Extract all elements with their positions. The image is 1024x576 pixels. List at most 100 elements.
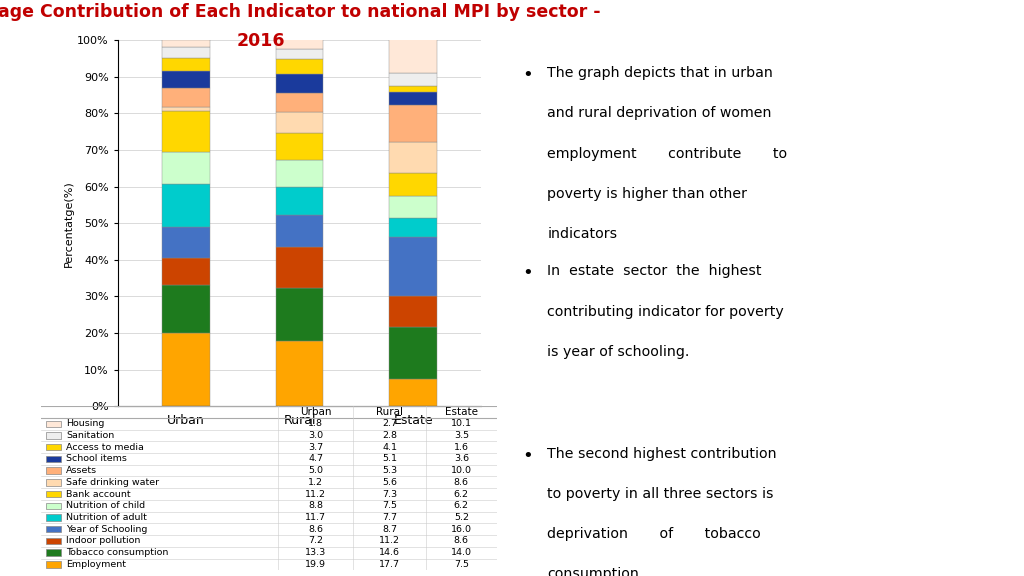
Bar <box>389 86 437 92</box>
Bar <box>275 112 324 133</box>
Bar <box>389 92 437 105</box>
Text: 6.2: 6.2 <box>454 501 469 510</box>
Text: •: • <box>522 446 532 465</box>
Text: 7.5: 7.5 <box>454 560 469 569</box>
Text: 8.8: 8.8 <box>308 501 323 510</box>
Text: 1.6: 1.6 <box>454 442 469 452</box>
Bar <box>389 296 437 327</box>
Bar <box>389 36 437 73</box>
Bar <box>45 526 61 532</box>
Text: 3.6: 3.6 <box>454 454 469 463</box>
Text: 7.7: 7.7 <box>382 513 397 522</box>
Text: 14.6: 14.6 <box>379 548 400 557</box>
Text: •: • <box>522 264 532 282</box>
Bar <box>275 160 324 187</box>
Text: to poverty in all three sectors is: to poverty in all three sectors is <box>548 487 774 501</box>
Bar <box>389 173 437 196</box>
Bar <box>45 550 61 556</box>
Bar <box>162 258 210 285</box>
Text: 2.7: 2.7 <box>382 419 397 428</box>
Text: 13.3: 13.3 <box>305 548 326 557</box>
Text: 11.2: 11.2 <box>379 536 400 545</box>
Text: is year of schooling.: is year of schooling. <box>548 345 690 359</box>
Bar <box>45 538 61 544</box>
Text: 8.6: 8.6 <box>454 536 469 545</box>
Text: Nutrition of adult: Nutrition of adult <box>66 513 146 522</box>
Text: 7.3: 7.3 <box>382 490 397 498</box>
Bar <box>275 247 324 288</box>
Bar <box>162 71 210 88</box>
Text: 5.3: 5.3 <box>382 466 397 475</box>
Bar <box>275 49 324 59</box>
Bar <box>162 285 210 334</box>
Text: Indoor pollution: Indoor pollution <box>66 536 140 545</box>
Bar <box>45 444 61 450</box>
Bar <box>45 561 61 568</box>
Text: 2.8: 2.8 <box>382 431 397 440</box>
Bar <box>45 467 61 474</box>
Text: 8.7: 8.7 <box>382 525 397 534</box>
Bar <box>275 288 324 342</box>
Bar <box>45 479 61 486</box>
Text: 17.7: 17.7 <box>379 560 400 569</box>
Bar <box>162 111 210 152</box>
Text: Urban: Urban <box>300 407 331 417</box>
Text: employment       contribute       to: employment contribute to <box>548 147 787 161</box>
Text: 16.0: 16.0 <box>451 525 472 534</box>
Text: 11.7: 11.7 <box>305 513 326 522</box>
Text: Housing: Housing <box>66 419 104 428</box>
Text: Employment: Employment <box>66 560 126 569</box>
Bar <box>45 503 61 509</box>
Text: 4.7: 4.7 <box>308 454 323 463</box>
Text: 4.1: 4.1 <box>382 442 397 452</box>
Bar <box>389 73 437 86</box>
Bar <box>389 327 437 378</box>
Text: The graph depicts that in urban: The graph depicts that in urban <box>548 66 773 80</box>
Text: 11.2: 11.2 <box>305 490 326 498</box>
Bar <box>162 40 210 47</box>
Text: indicators: indicators <box>548 227 617 241</box>
Text: 5.1: 5.1 <box>382 454 397 463</box>
Bar <box>45 432 61 439</box>
Text: 8.6: 8.6 <box>454 478 469 487</box>
Text: School items: School items <box>66 454 127 463</box>
Bar <box>162 152 210 184</box>
Text: The second highest contribution: The second highest contribution <box>548 446 777 461</box>
Bar <box>45 420 61 427</box>
Bar <box>275 215 324 247</box>
Text: Estate: Estate <box>444 407 478 417</box>
Bar <box>275 133 324 160</box>
Text: 8.6: 8.6 <box>308 525 323 534</box>
Text: 1.2: 1.2 <box>308 478 323 487</box>
Bar <box>275 187 324 215</box>
Text: 1.8: 1.8 <box>308 419 323 428</box>
Text: Access to media: Access to media <box>66 442 144 452</box>
Text: Bank account: Bank account <box>66 490 131 498</box>
Text: Assets: Assets <box>66 466 97 475</box>
Text: and rural deprivation of women: and rural deprivation of women <box>548 107 772 120</box>
Text: In  estate  sector  the  highest: In estate sector the highest <box>548 264 762 279</box>
Bar <box>162 88 210 107</box>
Bar <box>389 105 437 142</box>
Text: 7.2: 7.2 <box>308 536 323 545</box>
Bar <box>45 491 61 497</box>
Bar <box>162 227 210 258</box>
Text: 6.2: 6.2 <box>454 490 469 498</box>
Text: Sanitation: Sanitation <box>66 431 115 440</box>
Bar <box>162 58 210 71</box>
Text: 3.7: 3.7 <box>308 442 323 452</box>
Bar <box>162 334 210 406</box>
Bar <box>389 142 437 173</box>
Bar <box>389 218 437 237</box>
Text: 5.6: 5.6 <box>382 478 397 487</box>
Text: 14.0: 14.0 <box>451 548 472 557</box>
Bar <box>275 93 324 112</box>
Bar <box>275 59 324 74</box>
Text: Nutrition of child: Nutrition of child <box>66 501 145 510</box>
Bar <box>45 514 61 521</box>
Text: 5.2: 5.2 <box>454 513 469 522</box>
Text: 2016: 2016 <box>237 32 286 50</box>
Bar <box>389 237 437 296</box>
Text: 3.5: 3.5 <box>454 431 469 440</box>
Bar <box>275 342 324 406</box>
